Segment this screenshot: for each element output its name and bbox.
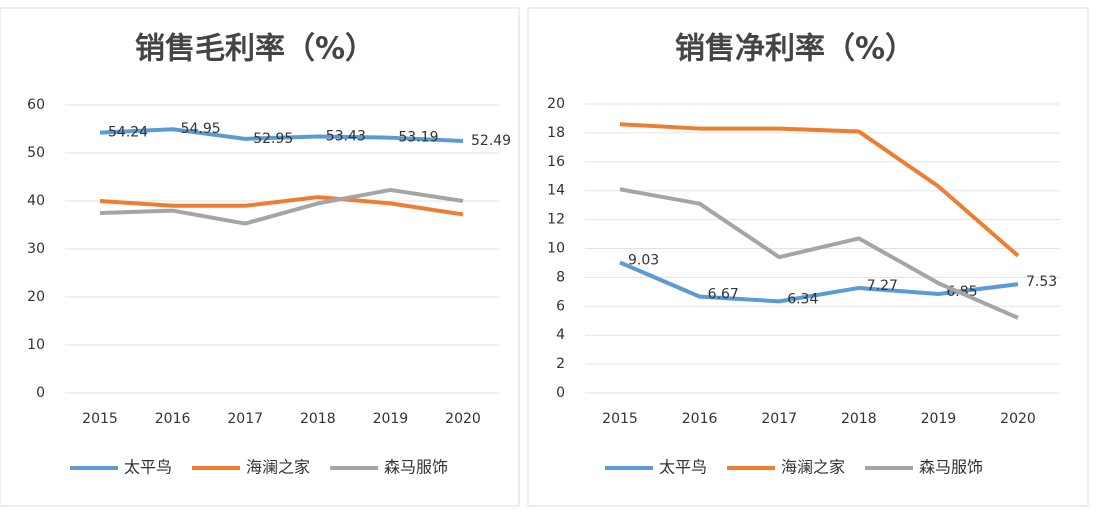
y-tick-label: 20 [547, 96, 565, 112]
y-tick-label: 18 [547, 125, 565, 141]
y-tick-label: 10 [27, 337, 45, 353]
series-line [619, 122, 1020, 258]
data-label: 52.49 [471, 133, 511, 149]
legend-label: 海澜之家 [246, 458, 310, 477]
y-tick-label: 60 [27, 97, 45, 113]
data-label: 53.19 [398, 130, 438, 146]
x-tick-label: 2016 [155, 411, 191, 427]
x-tick-label: 2019 [373, 411, 409, 427]
legend-label: 森马服饰 [384, 458, 448, 477]
chart-title: 销售毛利率（%） [135, 32, 375, 67]
x-tick-label: 2017 [227, 411, 263, 427]
y-tick-label: 8 [556, 269, 565, 285]
data-label: 7.53 [1026, 274, 1057, 290]
data-label: 9.03 [628, 253, 659, 269]
data-label: 53.43 [326, 129, 366, 145]
y-tick-label: 12 [547, 212, 565, 228]
data-label: 6.67 [708, 287, 739, 303]
y-tick-label: 0 [556, 385, 565, 401]
chart-title: 销售净利率（%） [675, 32, 915, 67]
x-tick-label: 2017 [761, 411, 797, 427]
x-tick-label: 2020 [445, 411, 481, 427]
data-label: 7.27 [867, 278, 898, 294]
y-tick-label: 0 [36, 385, 45, 401]
x-tick-label: 2019 [921, 411, 957, 427]
y-tick-label: 40 [27, 193, 45, 209]
x-tick-label: 2016 [682, 411, 718, 427]
x-tick-label: 2020 [1000, 411, 1036, 427]
y-tick-label: 2 [556, 356, 565, 372]
y-tick-label: 14 [547, 183, 565, 199]
y-tick-label: 20 [27, 289, 45, 305]
panel [527, 7, 1089, 507]
y-tick-label: 4 [556, 327, 565, 343]
series-line [99, 127, 464, 144]
y-tick-label: 16 [547, 154, 565, 170]
y-tick-label: 10 [547, 241, 565, 257]
legend-label: 森马服饰 [919, 458, 983, 477]
y-tick-label: 50 [27, 145, 45, 161]
legend-label: 太平鸟 [659, 458, 707, 477]
data-label: 54.24 [108, 125, 148, 141]
series-line [619, 187, 1019, 320]
y-tick-label: 6 [556, 298, 565, 314]
y-tick-label: 30 [27, 241, 45, 257]
data-label: 52.95 [253, 131, 293, 147]
series-line [99, 195, 464, 217]
x-tick-label: 2018 [300, 411, 336, 427]
legend-label: 海澜之家 [781, 458, 845, 477]
x-tick-label: 2015 [82, 411, 118, 427]
series-line [99, 187, 464, 226]
x-tick-label: 2018 [841, 411, 877, 427]
legend-label: 太平鸟 [124, 458, 172, 477]
data-label: 6.34 [787, 291, 818, 307]
x-tick-label: 2015 [602, 411, 638, 427]
panel [0, 7, 520, 507]
data-label: 54.95 [181, 121, 221, 137]
series-line [619, 260, 1019, 304]
